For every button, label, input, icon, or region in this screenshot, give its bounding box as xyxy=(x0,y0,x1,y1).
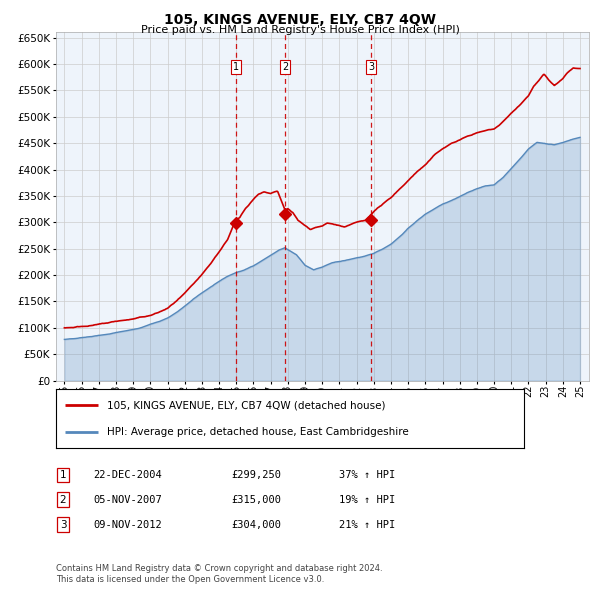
Text: 09-NOV-2012: 09-NOV-2012 xyxy=(93,520,162,529)
Text: Contains HM Land Registry data © Crown copyright and database right 2024.: Contains HM Land Registry data © Crown c… xyxy=(56,565,382,573)
Text: 21% ↑ HPI: 21% ↑ HPI xyxy=(339,520,395,529)
Text: 3: 3 xyxy=(59,520,67,529)
Text: 05-NOV-2007: 05-NOV-2007 xyxy=(93,495,162,504)
Text: £299,250: £299,250 xyxy=(231,470,281,480)
Text: 1: 1 xyxy=(59,470,67,480)
Text: £315,000: £315,000 xyxy=(231,495,281,504)
Text: 3: 3 xyxy=(368,63,374,72)
Text: 37% ↑ HPI: 37% ↑ HPI xyxy=(339,470,395,480)
Text: 22-DEC-2004: 22-DEC-2004 xyxy=(93,470,162,480)
Text: 2: 2 xyxy=(59,495,67,504)
Text: Price paid vs. HM Land Registry's House Price Index (HPI): Price paid vs. HM Land Registry's House … xyxy=(140,25,460,35)
Text: 105, KINGS AVENUE, ELY, CB7 4QW (detached house): 105, KINGS AVENUE, ELY, CB7 4QW (detache… xyxy=(107,401,386,410)
Text: £304,000: £304,000 xyxy=(231,520,281,529)
Text: 2: 2 xyxy=(282,63,288,72)
Text: This data is licensed under the Open Government Licence v3.0.: This data is licensed under the Open Gov… xyxy=(56,575,324,584)
Text: 105, KINGS AVENUE, ELY, CB7 4QW: 105, KINGS AVENUE, ELY, CB7 4QW xyxy=(164,13,436,27)
Text: 1: 1 xyxy=(233,63,239,72)
Text: 19% ↑ HPI: 19% ↑ HPI xyxy=(339,495,395,504)
Text: HPI: Average price, detached house, East Cambridgeshire: HPI: Average price, detached house, East… xyxy=(107,428,409,437)
